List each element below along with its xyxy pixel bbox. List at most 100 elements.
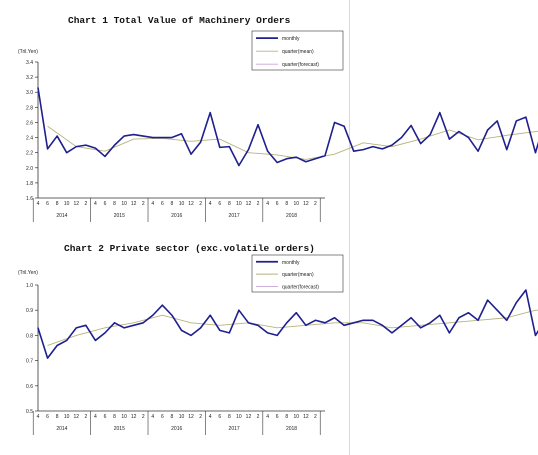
chart2-x-tick-label: 8 [285,414,288,420]
chart2-monthly-point [171,314,173,316]
chart2-monthly-point [343,324,345,326]
chart1-monthly-point [467,136,470,139]
chart1-monthly-point [362,149,364,151]
chart2-x-tick-label: 12 [188,414,194,420]
chart2-monthly-point [104,332,106,334]
chart2-legend-label: quarter(forecast) [282,284,319,290]
chart2-y-tick-label: 0.5 [26,409,33,415]
chart1-monthly-point [152,136,154,139]
chart2-y-tick-label: 0.9 [26,308,33,314]
chart1-x-tick-label: 4 [94,201,97,207]
chart1-x-tick-label: 8 [56,201,59,207]
chart2-series-monthly [37,289,538,359]
chart1-x-tick-label: 10 [179,201,185,207]
chart2-monthly-point [56,344,58,347]
chart2-monthly-point [487,299,489,301]
chart2-x-tick-label: 6 [46,414,49,420]
chart2-x-tick-label: 6 [161,414,164,420]
chart1-monthly-point [534,152,537,154]
chart2-x-tick-label: 10 [121,414,127,420]
chart2-title: Chart 2 Private sector (exc.volatile ord… [64,243,315,254]
chart1-monthly-point [410,124,412,127]
chart1-y-tick-label: 2.8 [26,105,33,111]
chart1-x-tick-label: 10 [294,201,300,207]
chart2-x-tick-label: 10 [179,414,185,420]
chart1-monthly-point [209,112,211,114]
chart1-monthly-point [343,125,345,127]
chart2-monthly-point [123,327,125,329]
chart2-monthly-point [525,289,527,291]
chart1-y-tick-label: 2.0 [26,166,33,172]
chart2-monthly-point [85,324,87,326]
chart2-legend-label: monthly [282,260,300,266]
chart1-x-tick-label: 2 [142,201,145,207]
chart2-year-label: 2014 [56,426,67,432]
chart1-x-tick-label: 2 [314,201,317,207]
chart1-monthly-point [381,148,383,150]
chart2-year-label: 2017 [229,426,240,432]
chart2-monthly-point [391,332,393,334]
chart1-monthly-point [420,143,422,145]
chart1-monthly-point [46,148,49,150]
chart1-monthly-point [439,112,441,114]
chart1-x-tick-label: 2 [257,201,260,207]
chart2-monthly-point [133,324,135,326]
chart2-monthly-point [46,357,49,359]
chart2-monthly-point [400,324,403,326]
chart1-monthly-point [429,133,431,136]
chart1-monthly-point [94,147,96,149]
chart1-x-tick-label: 4 [266,201,269,207]
chart1-monthly-point [161,136,163,139]
chart2-monthly-point [458,317,460,319]
chart2-monthly-point [228,332,230,334]
chart2-monthly-point [113,322,116,324]
chart2-x-tick-label: 12 [131,414,137,420]
chart1-monthly-point [37,87,39,89]
chart2-monthly-point [152,314,154,316]
chart1-y-tick-label: 3.0 [26,90,33,96]
chart2-monthly-point [209,314,211,316]
chart2-monthly-point [200,327,202,329]
chart2-monthly-point [381,324,383,326]
chart2-x-tick-label: 8 [113,414,116,420]
chart1-x-tick-label: 12 [73,201,79,207]
chart2-monthly-point [314,319,317,321]
chart2-y-unit-label: (Tril.Yen) [18,270,38,276]
chart1-y-tick-label: 1.6 [26,196,33,202]
chart1-monthly-point [180,133,183,135]
chart1-x-tick-label: 6 [46,201,49,207]
chart2-x-tick-label: 2 [257,414,260,420]
chart2-monthly-point [496,309,498,311]
chart2-monthly-point [247,322,250,324]
chart1-x-tick-label: 4 [151,201,154,207]
chart1-monthly-point [448,138,450,140]
chart2-x-tick-label: 10 [64,414,70,420]
chart1-x-tick-label: 8 [113,201,116,207]
chart1-x-tick-label: 6 [104,201,107,207]
chart2-x-tick-label: 8 [56,414,59,420]
chart2-monthly-point [238,309,240,311]
chart1-monthly-point [305,161,307,163]
chart1-monthly-point [333,121,336,124]
chart1-series-quarter-mean [47,125,538,160]
chart2-x-tick-label: 10 [236,414,242,420]
chart2-monthly-point [534,334,537,336]
chart1-x-tick-label: 10 [64,201,70,207]
chart1-monthly-point [487,129,489,131]
chart1-monthly-point [400,136,403,139]
chart2-monthly-point [429,322,431,324]
chart1-monthly-point [75,146,77,148]
chart1-legend-label: monthly [282,36,300,42]
chart1-x-tick-label: 10 [121,201,127,207]
chart1-monthly-point [228,146,230,148]
chart1-x-tick-label: 10 [236,201,242,207]
chart2-x-tick-label: 4 [209,414,212,420]
chart1-x-tick-label: 6 [276,201,279,207]
chart2-monthly-point [305,324,307,326]
chart1-monthly-point [85,144,87,146]
chart1-series-monthly [37,87,538,167]
chart2-x-tick-label: 6 [104,414,107,420]
chart1-year-label: 2016 [171,213,182,219]
chart1-legend-box [251,30,344,71]
